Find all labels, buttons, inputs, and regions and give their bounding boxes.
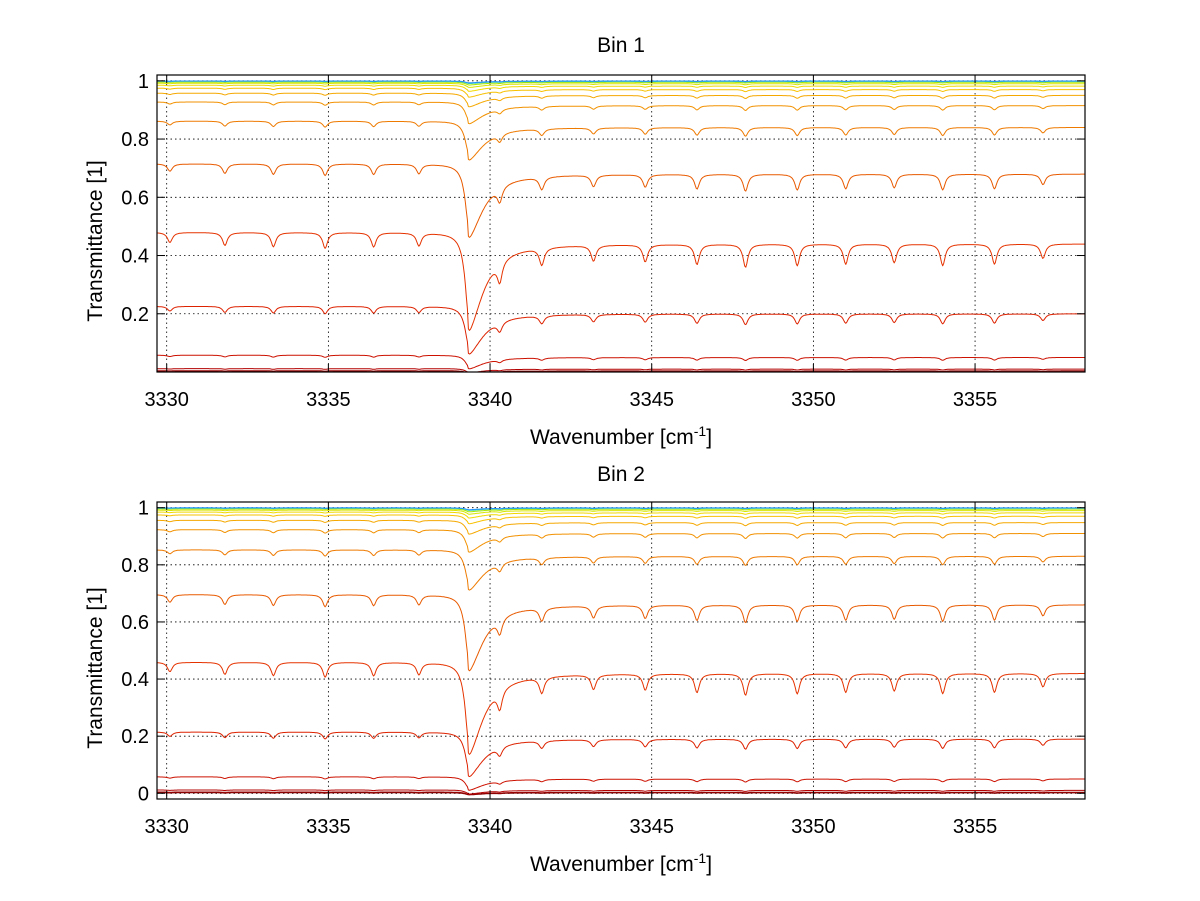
series-line-level-5 (157, 306, 1086, 355)
y-axis-label: Transmittance [1] (84, 160, 107, 321)
chart-title: Bin 1 (597, 34, 645, 57)
series-line-level-4 (157, 776, 1085, 791)
x-axis-label: Wavenumber [cm-1] (530, 423, 712, 449)
x-tick-label: 3340 (468, 389, 513, 411)
x-tick-label: 3335 (306, 816, 351, 838)
series-line-level-8 (156, 549, 1085, 591)
x-tick-label: 3340 (468, 816, 513, 838)
plot-area (156, 74, 1086, 373)
series-line-level-13 (157, 509, 1085, 515)
series-group (156, 507, 1085, 796)
series-line-level-3 (157, 368, 1085, 373)
y-tick-label: 0.2 (121, 726, 149, 748)
y-tick-label: 0.8 (121, 129, 149, 151)
x-tick-label: 3330 (144, 816, 189, 838)
chart-title: Bin 2 (597, 463, 645, 486)
series-line-level-5 (156, 731, 1085, 778)
x-axis-label: Wavenumber [cm-1] (530, 850, 712, 876)
tick-marks (157, 502, 1085, 799)
x-tick-labels: 3330 3335 3340 3345 3350 3355 (144, 389, 997, 411)
series-line-level-11 (157, 514, 1085, 525)
x-tick-label: 3330 (144, 389, 189, 411)
y-tick-label: 0 (138, 783, 149, 805)
y-tick-label: 0.6 (121, 187, 149, 209)
y-tick-label: 1 (138, 71, 149, 93)
x-tick-label: 3350 (791, 816, 836, 838)
series-line-level-2 (157, 370, 1085, 373)
subplot-bin-2: Bin 2 3330 3335 3340 3345 3350 3355 0 0.2 0.4 0.… (84, 463, 1086, 876)
y-tick-label: 0.6 (121, 612, 149, 634)
series-line-level-1 (157, 792, 1085, 796)
series-group (156, 80, 1086, 373)
grid-lines (157, 502, 1085, 799)
series-line-level-10 (156, 92, 1085, 108)
series-line-level-14 (157, 508, 1085, 513)
series-line-level-3 (157, 789, 1085, 795)
series-line-level-12 (157, 84, 1085, 92)
series-line-level-10 (157, 519, 1085, 535)
series-line-level-6 (157, 232, 1085, 331)
x-tick-label: 3350 (791, 389, 836, 411)
y-tick-label: 0.8 (121, 555, 149, 577)
series-line-level-9 (157, 529, 1085, 553)
series-line-level-8 (157, 120, 1085, 161)
series-line-level-16 (157, 80, 1085, 84)
x-tick-label: 3345 (629, 816, 674, 838)
series-line-level-13 (157, 82, 1085, 88)
tick-marks (157, 75, 1085, 372)
plot-area (156, 501, 1086, 800)
y-tick-label: 1 (138, 498, 149, 520)
grid-lines (157, 75, 1085, 372)
series-line-level-7 (157, 163, 1085, 238)
x-tick-label: 3345 (629, 389, 674, 411)
y-axis-label: Transmittance [1] (84, 587, 107, 748)
series-line-level-11 (157, 87, 1085, 98)
y-tick-labels: 0 0.2 0.4 0.6 0.8 1 (121, 498, 149, 806)
series-line-level-2 (157, 791, 1085, 796)
x-tick-label: 3355 (953, 816, 998, 838)
series-line-level-16 (157, 507, 1085, 511)
x-tick-labels: 3330 3335 3340 3345 3350 3355 (144, 816, 997, 838)
series-line-level-12 (157, 511, 1085, 519)
series-line-level-6 (156, 662, 1085, 755)
y-tick-label: 0.4 (121, 246, 149, 268)
series-line-level-14 (157, 81, 1085, 86)
x-tick-label: 3355 (953, 389, 998, 411)
series-line-level-4 (157, 354, 1085, 370)
x-tick-label: 3335 (306, 389, 351, 411)
y-tick-label: 0.4 (121, 669, 149, 691)
y-tick-label: 0.2 (121, 304, 149, 326)
subplot-bin-1: Bin 1 3330 3335 3340 3345 3350 3355 0.2 0.4 0.6… (84, 34, 1086, 449)
series-line-level-7 (157, 594, 1085, 672)
series-line-level-9 (157, 101, 1085, 125)
y-tick-labels: 0.2 0.4 0.6 0.8 1 (121, 71, 149, 326)
